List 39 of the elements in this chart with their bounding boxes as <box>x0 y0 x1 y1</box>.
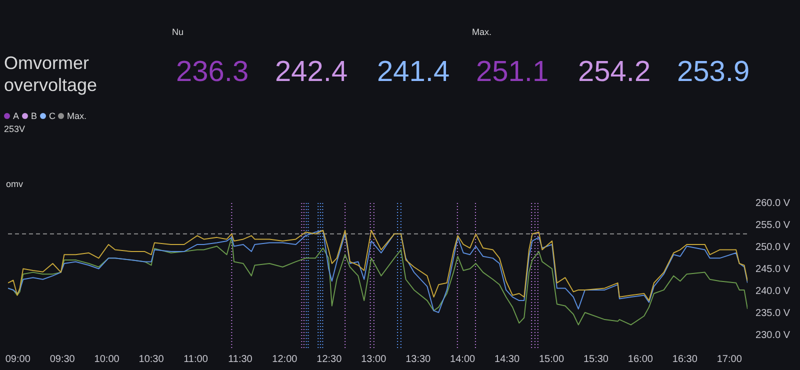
x-tick-label: 17:00 <box>716 354 742 365</box>
y-axis-title: omv <box>6 179 24 189</box>
x-tick-label: 10:30 <box>138 354 164 365</box>
chart-title: Omvormer overvoltage <box>4 52 98 96</box>
x-tick-label: 12:30 <box>316 354 342 365</box>
x-tick-label: 14:30 <box>494 354 520 365</box>
x-tick-label: 13:30 <box>406 354 432 365</box>
x-tick-label: 09:30 <box>50 354 76 365</box>
x-tick-label: 14:00 <box>450 354 476 365</box>
x-tick-label: 11:00 <box>184 354 208 365</box>
x-tick-label: 16:30 <box>672 354 698 365</box>
text: 241.4 <box>377 56 450 89</box>
x-tick-label: 12:00 <box>272 354 298 365</box>
text: 253V <box>4 124 26 134</box>
text: C <box>49 111 56 121</box>
text: 253.9 <box>677 56 750 89</box>
y-tick-label: 255.0 V <box>756 220 790 231</box>
y-tick-label: 230.0 V <box>756 330 790 342</box>
x-tick-label: 11:30 <box>228 354 253 365</box>
text: B <box>31 111 38 121</box>
text: Max. <box>67 111 87 121</box>
x-tick-label: 15:30 <box>583 354 609 365</box>
text: 251.1 <box>476 56 549 89</box>
text: 254.2 <box>578 56 651 89</box>
x-tick-label: 09:00 <box>5 354 31 365</box>
y-tick-label: 235.0 V <box>756 308 790 320</box>
text: 242.4 <box>275 56 348 89</box>
text: Nu <box>172 27 184 37</box>
x-tick-label: 16:00 <box>628 354 654 365</box>
x-tick-label: 10:00 <box>94 354 120 365</box>
text: A <box>13 111 20 121</box>
y-tick-label: 260.0 V <box>756 198 790 209</box>
x-tick-label: 15:00 <box>538 354 564 365</box>
text: Max. <box>472 27 492 37</box>
y-tick-label: 245.0 V <box>756 264 790 275</box>
text: 236.3 <box>176 56 249 89</box>
x-tick-label: 13:00 <box>361 354 387 365</box>
y-tick-label: 240.0 V <box>756 286 790 298</box>
y-tick-label: 250.0 V <box>756 242 790 253</box>
